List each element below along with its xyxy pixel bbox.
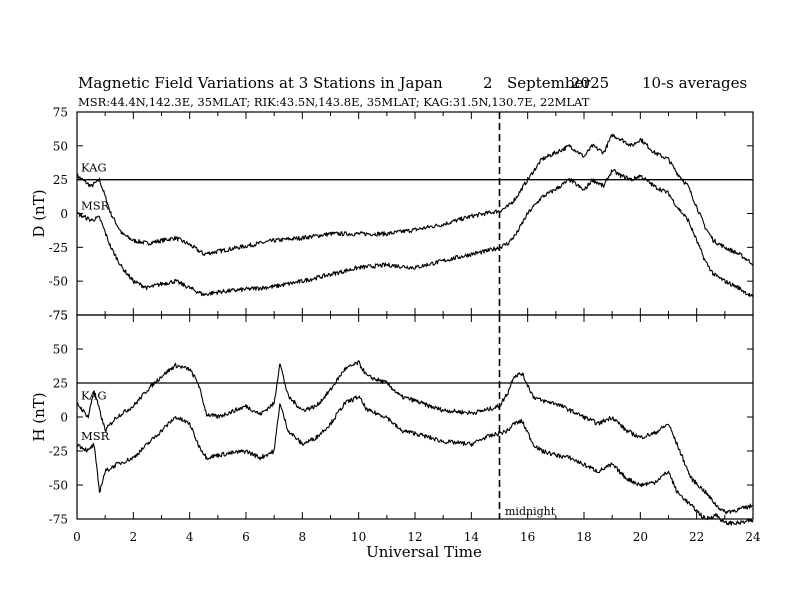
- chart-title: Magnetic Field Variations at 3 Stations …: [78, 74, 443, 92]
- x-tick-label: 22: [689, 530, 704, 544]
- d-panel-frame: [76, 111, 754, 316]
- h-ytick-label: -50: [49, 479, 68, 493]
- title-year: 2025: [571, 74, 609, 92]
- d-panel: 75 50 25 0 -25 -50 -75 KAG MSR D (nT): [30, 106, 754, 323]
- x-tick-label: 2: [130, 530, 138, 544]
- d-series-kag: [76, 133, 754, 266]
- h-ytick-label: -25: [49, 445, 68, 459]
- x-tick-label: 6: [242, 530, 250, 544]
- d-ytick-label: 75: [53, 106, 68, 120]
- d-panel-ylabel: D (nT): [30, 189, 48, 237]
- x-tick-label: 12: [407, 530, 422, 544]
- title-month: September: [507, 74, 591, 92]
- x-tick-label: 4: [186, 530, 194, 544]
- h-panel-marks: 75 50 25 0 -25 -50 -75 KAG MSR: [49, 309, 754, 527]
- x-tick-label: 24: [745, 530, 761, 544]
- h-ytick-label: 0: [60, 411, 68, 425]
- d-series-label-kag: KAG: [81, 161, 107, 175]
- h-ytick-label: -75: [49, 513, 68, 527]
- x-tick-label: 20: [633, 530, 648, 544]
- x-tick-label: 0: [73, 530, 81, 544]
- h-panel: 75 50 25 0 -25 -50 -75 KAG MSR H (nT): [30, 309, 754, 527]
- x-tick-label: 16: [520, 530, 535, 544]
- h-ytick-label: 75: [53, 309, 68, 323]
- d-ytick-label: 0: [60, 207, 68, 221]
- h-series-label-kag: KAG: [81, 388, 107, 402]
- chart-subtitle: MSR:44.4N,142.3E, 35MLAT; RIK:43.5N,143.…: [78, 95, 590, 109]
- d-ytick-label: 50: [53, 139, 68, 153]
- d-panel-marks: 75 50 25 0 -25 -50 -75 KAG MSR: [49, 106, 754, 323]
- h-series-msr: [76, 395, 754, 526]
- title-day: 2: [483, 74, 493, 92]
- x-tick-label: 10: [351, 530, 366, 544]
- midnight-label: midnight: [505, 505, 556, 518]
- h-ytick-label: 25: [53, 377, 68, 391]
- h-ytick-label: 50: [53, 343, 68, 357]
- h-series-kag: [76, 360, 754, 515]
- x-axis-ticks: 0 2 4 6 8 10 12 14 16 18 20 22 24: [73, 530, 761, 544]
- d-series-msr: [76, 168, 754, 298]
- d-ytick-label: -75: [49, 309, 68, 323]
- h-panel-ylabel: H (nT): [30, 392, 48, 441]
- x-axis-label: Universal Time: [366, 543, 482, 561]
- x-tick-label: 8: [299, 530, 307, 544]
- d-ytick-label: -50: [49, 275, 68, 289]
- d-ytick-label: -25: [49, 241, 68, 255]
- d-ytick-label: 25: [53, 173, 68, 187]
- h-panel-frame: [76, 314, 754, 520]
- title-averaging: 10-s averages: [642, 74, 747, 92]
- d-series-label-msr: MSR: [81, 199, 110, 213]
- x-tick-label: 18: [576, 530, 591, 544]
- x-tick-label: 14: [464, 530, 480, 544]
- h-series-label-msr: MSR: [81, 429, 110, 443]
